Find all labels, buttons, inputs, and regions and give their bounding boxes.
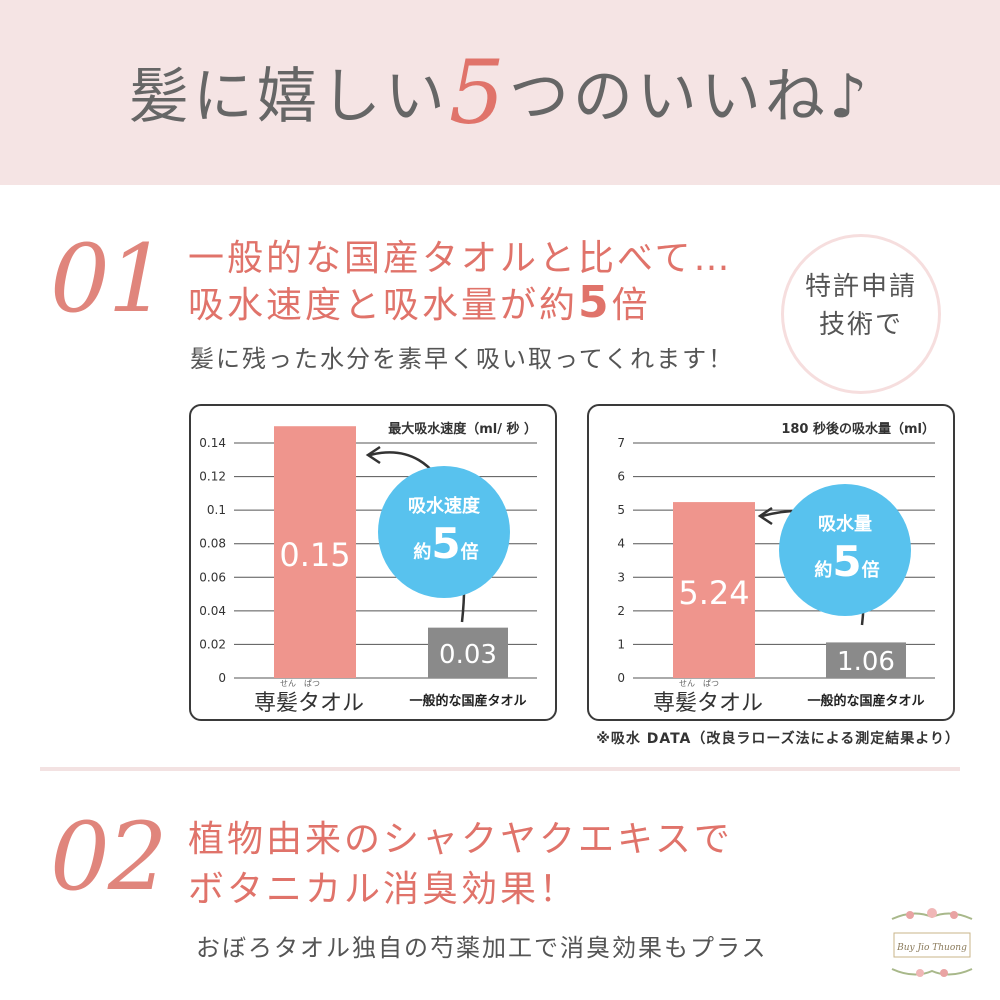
bar-value-label: 5.24 (678, 574, 749, 612)
category-label-other: 一般的な国産タオル (807, 693, 924, 709)
category-label-other: 一般的な国産タオル (409, 693, 526, 709)
callout-label: 吸水速度 (408, 495, 481, 517)
patent-badge (781, 234, 941, 394)
patent-badge-line2: 技術で (818, 310, 903, 340)
y-tick-label: 1 (617, 637, 625, 651)
chart-absorption-amount: 180 秒後の吸水量（ml） 0 1 2 3 4 5 6 7 5.24 1.06 せん ぱつ専髪タオル… (617, 421, 935, 716)
data-note: ※吸水 DATA（改良ラローズ法による測定結果より） (596, 731, 960, 747)
section1-heading-number: 5 (578, 277, 612, 328)
logo-frame (893, 932, 971, 958)
callout-prefix: 約 (413, 541, 431, 563)
y-tick-label: 0.02 (199, 637, 226, 651)
y-tick-label: 0.1 (207, 503, 226, 517)
chart-title: 最大吸水速度（ml/ 秒 ） (388, 421, 537, 437)
bar-value-label: 0.15 (279, 536, 350, 574)
chart-title: 180 秒後の吸水量（ml） (781, 421, 935, 437)
callout-circle (779, 484, 911, 616)
logo-flower-icon (927, 908, 937, 918)
category-ruby: せん ぱつ (679, 679, 719, 688)
section1-heading-text: 吸水速度と吸水量が約 (188, 285, 579, 326)
y-tick-label: 0.08 (199, 537, 226, 551)
logo-flower-icon (906, 911, 914, 919)
callout-suffix: 倍 (862, 559, 880, 581)
y-tick-label: 5 (617, 503, 625, 517)
section1-heading-line1: 一般的な国産タオルと比べて… (188, 238, 733, 279)
title-text-after: つのいいね♪ (508, 62, 872, 132)
callout-ratio: 約5倍 (413, 519, 478, 568)
logo-flower-icon (940, 969, 948, 977)
y-tick-label: 6 (617, 470, 625, 484)
bar-other (826, 642, 906, 678)
bar-value-label: 1.06 (837, 647, 895, 677)
patent-badge-text: 特許申請 技術で (781, 268, 941, 344)
section1-heading-suffix: 倍 (611, 285, 651, 326)
section-divider (40, 767, 960, 771)
title-text-before: 髪に嬉しい (128, 62, 449, 132)
section-number-02: 02 (50, 803, 168, 912)
callout-ratio: 約5倍 (814, 537, 879, 586)
y-tick-label: 4 (617, 537, 625, 551)
arrow-head-icon (757, 506, 773, 526)
category-label-main: 専髪タオル (254, 691, 364, 716)
y-tick-label: 0.04 (199, 604, 226, 618)
section2-heading-line2: ボタニカル消臭効果！ (188, 869, 579, 910)
title-number: 5 (448, 41, 509, 144)
callout-number: 5 (431, 519, 460, 568)
section2-heading-line1: 植物由来のシャクヤクエキスで (188, 819, 733, 860)
logo-flower-icon (950, 911, 958, 919)
callout-number: 5 (832, 537, 861, 586)
section-number-01: 01 (50, 225, 168, 334)
callout-suffix: 倍 (461, 541, 479, 563)
section2-subtext: おぼろタオル独自の芍薬加工で消臭効果もプラス (196, 934, 768, 962)
bar-value-label: 0.03 (439, 640, 497, 670)
y-tick-label: 0.12 (199, 470, 226, 484)
y-tick-label: 0.14 (199, 436, 226, 450)
y-tick-label: 2 (617, 604, 625, 618)
y-tick-label: 0 (617, 671, 625, 685)
section1-subtext: 髪に残った水分を素早く吸い取ってくれます！ (190, 345, 735, 373)
bar-main (274, 426, 356, 678)
logo-flower-icon (916, 969, 924, 977)
logo-vine-bottom (891, 968, 973, 976)
callout-prefix: 約 (814, 559, 832, 581)
category-label-main: 専髪タオル (653, 691, 763, 716)
title-banner (0, 0, 1000, 185)
page-title: 髪に嬉しい5つのいいね♪ (0, 48, 1000, 142)
patent-badge-line1: 特許申請 (804, 272, 917, 302)
chart-absorption-speed: 最大吸水速度（ml/ 秒 ） 0 0.02 0.04 0.06 0.08 0.1 0.12 0.… (199, 421, 537, 716)
bar-main (673, 502, 755, 678)
y-tick-label: 3 (617, 570, 625, 584)
brand-logo: Buy Jio Thuong (884, 905, 980, 983)
y-tick-label: 7 (617, 436, 625, 450)
logo-text: Buy Jio Thuong (896, 943, 967, 953)
callout-circle (378, 466, 510, 598)
y-tick-label: 0 (218, 671, 226, 685)
section1-heading-line2: 吸水速度と吸水量が約5倍 (188, 279, 651, 330)
arrow-head-icon (365, 445, 381, 465)
callout-label: 吸水量 (818, 513, 872, 535)
category-ruby: せん ぱつ (280, 679, 320, 688)
bar-other (428, 627, 508, 678)
y-tick-label: 0.06 (199, 570, 226, 584)
